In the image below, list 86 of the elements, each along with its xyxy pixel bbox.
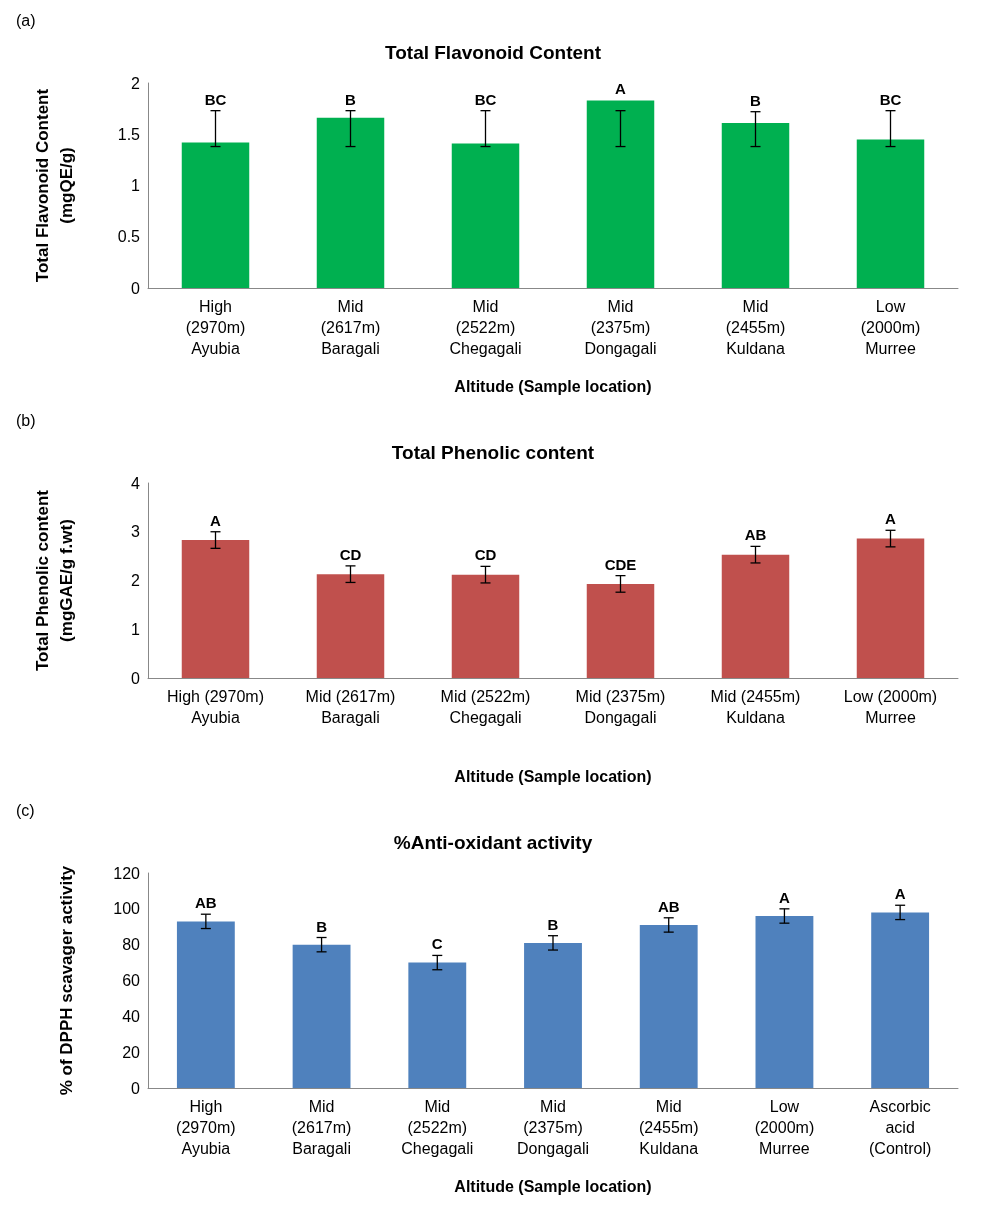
annotation: AB — [657, 897, 680, 915]
y-tick-label: 0.5 — [117, 228, 141, 246]
x-tick-label: Mid (2522m) Chegagali — [401, 1098, 474, 1157]
x-tick-label: Low (2000m) Murree — [860, 298, 921, 357]
y-axis-title: % of DPPH scavager activity — [56, 865, 76, 1096]
y-tick-label: 1 — [131, 177, 141, 194]
text: (c) — [16, 801, 35, 819]
bar — [721, 554, 790, 678]
x-tick-label: Mid (2617m) Baragali — [305, 688, 396, 726]
y-tick-label: 4 — [131, 474, 141, 492]
x-tick-label: Mid (2617m) Baragali — [320, 298, 381, 357]
x-tick-label: Mid (2522m) Chegagali — [449, 298, 522, 357]
annotation: CD — [339, 545, 362, 563]
x-tick-label: Mid (2617m) Baragali — [291, 1098, 352, 1157]
x-tick-label: Mid (2375m) Dongagali — [516, 1098, 590, 1157]
y-tick-label: 1.5 — [117, 125, 141, 143]
annotation: A — [210, 511, 222, 529]
text: (a) — [16, 11, 36, 29]
y-tick-label: 60 — [122, 972, 141, 989]
y-tick-label: 2 — [131, 74, 141, 92]
bar — [181, 540, 250, 678]
bar — [856, 538, 925, 678]
x-tick-label: Mid (2375m) Dongagali — [584, 298, 657, 357]
y-tick-label: 0 — [131, 279, 141, 297]
x-tick-label: High (2970m) Ayubia — [176, 1098, 236, 1157]
y-tick-label: 2 — [131, 572, 141, 589]
x-axis-title: Altitude (Sample location) — [454, 377, 652, 395]
x-tick-label: Mid (2375m) Dongagali — [575, 688, 666, 726]
x-tick-label: Ascorbic acid (Control) — [869, 1098, 932, 1157]
x-tick-label: Low (2000m) Murree — [843, 688, 938, 726]
x-tick-label: Mid (2522m) Chegagali — [440, 688, 531, 726]
x-axis-title: Altitude (Sample location) — [454, 1177, 652, 1195]
y-tick-label: 3 — [131, 523, 141, 541]
y-tick-label: 40 — [122, 1007, 141, 1025]
annotation: B — [345, 90, 357, 108]
annotation: A — [885, 510, 897, 528]
x-axis-title: Altitude (Sample location) — [454, 767, 652, 785]
x-tick-label: Mid (2455m) Kuldana — [725, 298, 786, 357]
annotation: A — [894, 885, 906, 903]
y-axis-title: Total Phenolic content (mgGAE/g f.wt) — [32, 489, 76, 672]
bar — [856, 139, 925, 288]
bar — [316, 574, 385, 678]
annotation: AB — [195, 894, 217, 912]
bar — [181, 142, 250, 288]
x-tick-label: Low (2000m) Murree — [754, 1098, 815, 1157]
annotation: BC — [204, 90, 227, 108]
bar — [639, 924, 698, 1088]
bar — [408, 962, 467, 1088]
bar — [871, 912, 930, 1088]
bar — [586, 583, 655, 678]
annotation: BC — [879, 90, 902, 108]
bar — [451, 574, 520, 678]
y-tick-label: 20 — [122, 1043, 141, 1061]
bar — [524, 942, 582, 1088]
text: (b) — [16, 411, 36, 429]
bar — [755, 916, 814, 1088]
y-tick-label: 100 — [113, 900, 141, 918]
bar — [721, 122, 790, 288]
x-tick-label: Mid (2455m) Kuldana — [710, 688, 801, 726]
bar — [316, 117, 385, 288]
annotation: CD — [474, 546, 497, 564]
y-axis-title: Total Flavonoid Content (mgQE/g) — [32, 88, 76, 283]
annotation: A — [615, 80, 627, 98]
y-tick-label: 80 — [122, 936, 141, 954]
x-tick-label: High (2970m) Ayubia — [167, 688, 264, 726]
annotation: AB — [744, 526, 767, 544]
chart-title: Total Phenolic content — [391, 442, 595, 463]
annotation: BC — [474, 90, 497, 108]
bar — [292, 944, 351, 1088]
chart-title: %Anti-oxidant activity — [393, 832, 593, 853]
annotation: B — [316, 917, 328, 935]
x-tick-label: High (2970m) Ayubia — [185, 298, 246, 357]
annotation: A — [779, 888, 791, 906]
bar — [451, 143, 520, 288]
y-tick-label: 0 — [131, 1079, 141, 1097]
chart-title: Total Flavonoid Content — [384, 42, 602, 63]
y-tick-label: 1 — [131, 620, 141, 638]
annotation: B — [750, 91, 762, 109]
bar — [586, 100, 655, 288]
x-tick-label: Mid (2455m) Kuldana — [638, 1098, 699, 1157]
annotation: CDE — [604, 555, 637, 573]
y-tick-label: 0 — [131, 669, 141, 687]
annotation: C — [431, 935, 443, 953]
annotation: B — [547, 915, 559, 933]
y-tick-label: 120 — [113, 864, 141, 882]
bar — [176, 921, 235, 1088]
